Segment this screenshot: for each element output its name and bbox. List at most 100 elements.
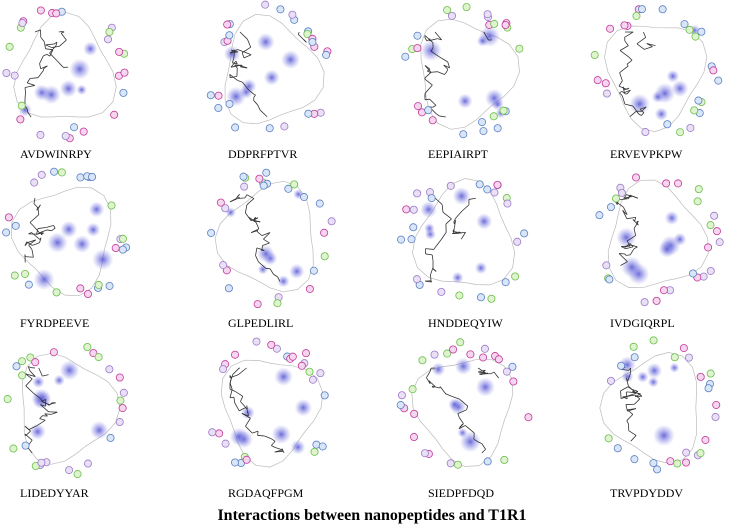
bond xyxy=(235,391,244,397)
peptide-label: TRVPDYDDV xyxy=(610,486,683,500)
bond xyxy=(446,69,449,73)
exposure-blur xyxy=(424,223,435,234)
bond xyxy=(257,104,261,111)
residue xyxy=(689,269,698,278)
residue xyxy=(606,203,615,212)
residue xyxy=(617,361,626,370)
peptide-label: RGDAQFPGM xyxy=(228,486,304,500)
bond xyxy=(235,60,238,65)
residue xyxy=(427,194,436,203)
bond xyxy=(229,375,232,379)
interaction-diagram xyxy=(595,173,724,307)
bond xyxy=(431,254,434,261)
exposure-blur xyxy=(616,227,637,248)
exposure-blur xyxy=(257,264,269,275)
residue xyxy=(267,340,276,349)
bond xyxy=(36,419,46,427)
residue xyxy=(221,439,230,448)
bond xyxy=(26,373,36,377)
residue xyxy=(443,349,452,358)
bond xyxy=(233,49,235,59)
residue xyxy=(308,375,317,384)
bond xyxy=(55,41,58,46)
bond xyxy=(428,380,436,387)
bond xyxy=(29,77,39,79)
bond xyxy=(263,238,270,244)
bond xyxy=(31,249,34,258)
residue xyxy=(605,275,614,284)
bond xyxy=(32,243,36,246)
residue xyxy=(682,458,691,467)
residue xyxy=(240,182,249,191)
residue xyxy=(116,396,125,405)
residue xyxy=(696,449,705,458)
bond xyxy=(246,202,250,206)
bond xyxy=(41,400,46,404)
residue xyxy=(479,127,488,136)
residue xyxy=(305,284,314,293)
bond xyxy=(246,194,255,199)
residue xyxy=(231,350,240,359)
bond xyxy=(273,273,278,278)
exposure-blur xyxy=(448,398,462,411)
residue xyxy=(231,123,240,132)
exposure-blur xyxy=(256,244,275,263)
residue xyxy=(632,173,641,182)
residue xyxy=(483,185,492,194)
bond xyxy=(263,232,271,240)
exposure-blur xyxy=(654,107,669,121)
bond xyxy=(242,81,250,91)
residue xyxy=(686,123,695,132)
pocket-outline xyxy=(22,352,121,465)
residue xyxy=(490,19,499,28)
residue xyxy=(18,19,27,28)
residue xyxy=(641,128,650,137)
bond xyxy=(39,63,42,69)
bond xyxy=(24,86,29,88)
bond xyxy=(281,448,285,454)
residue xyxy=(61,132,70,141)
exposure-blur xyxy=(666,69,680,83)
bond xyxy=(631,388,639,392)
bond xyxy=(458,398,468,407)
bond xyxy=(618,85,627,90)
bond xyxy=(432,267,437,272)
bond xyxy=(643,31,647,38)
bond xyxy=(435,238,442,248)
bond xyxy=(623,194,627,200)
residue xyxy=(265,124,274,133)
residue xyxy=(501,278,510,287)
bond xyxy=(303,39,307,43)
residue xyxy=(490,188,499,197)
residue xyxy=(696,372,705,381)
bond xyxy=(229,377,232,383)
bond xyxy=(274,450,283,453)
bond xyxy=(271,445,275,448)
residue xyxy=(111,244,120,253)
residue xyxy=(106,433,115,442)
bond xyxy=(27,366,31,372)
interaction-diagram xyxy=(401,3,524,139)
bond xyxy=(630,435,637,442)
residue xyxy=(224,284,233,293)
bond xyxy=(46,229,52,232)
bond xyxy=(619,92,623,96)
bond xyxy=(229,396,234,399)
bond xyxy=(628,391,636,394)
bond xyxy=(247,39,252,48)
bond xyxy=(630,244,638,248)
residue xyxy=(9,444,18,453)
residue xyxy=(520,229,529,238)
bond xyxy=(51,227,56,232)
bond xyxy=(36,232,44,235)
bond xyxy=(624,87,630,91)
residue xyxy=(706,221,715,230)
bond xyxy=(34,29,41,33)
exposure-blur xyxy=(431,362,446,377)
bond xyxy=(232,367,240,375)
bond xyxy=(473,438,479,443)
bond xyxy=(38,367,43,377)
bond xyxy=(25,378,33,387)
residue xyxy=(255,174,264,183)
residue xyxy=(455,291,464,300)
